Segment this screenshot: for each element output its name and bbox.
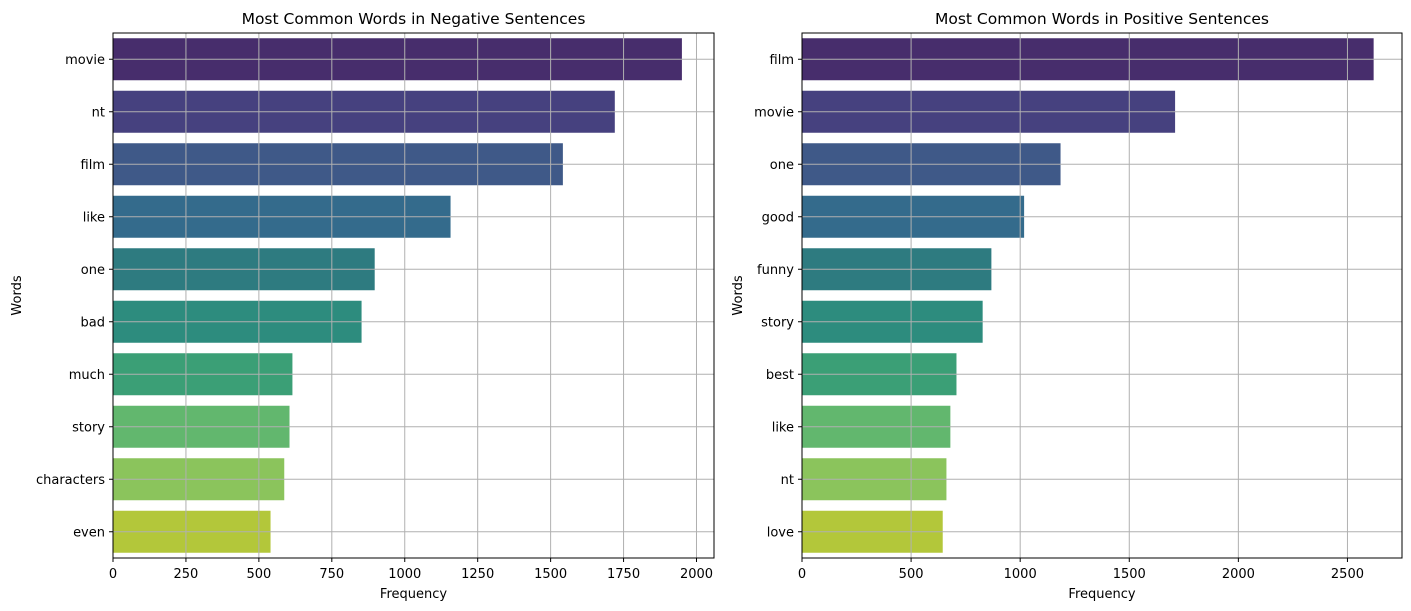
x-axis-label: Frequency [380,587,447,602]
x-tick-label: 1500 [1113,567,1146,582]
chart-panel-2: 0 500 1000 1500 2000 2500 film movie one good funn… [731,10,1403,602]
x-tick-label: 2000 [680,567,713,582]
y-tick-label: movie [65,53,105,68]
y-tick-label: characters [36,473,105,488]
y-tick-label: much [69,368,105,383]
x-tick-label: 250 [174,567,199,582]
y-tick-label: like [83,210,105,225]
x-tick-label: 2000 [1222,567,1255,582]
y-tick-label: good [762,210,794,225]
y-tick-label: one [770,158,794,173]
y-axis-label: Words [10,275,25,315]
y-tick-label: film [770,53,794,68]
axes-frame [801,32,1403,559]
x-axis-label: Frequency [1068,587,1135,602]
y-tick-label: nt [781,473,794,488]
y-tick-label: story [72,420,105,435]
x-tick-label: 1500 [534,567,567,582]
x-tick-label: 500 [899,567,924,582]
x-tick-label: 0 [798,567,806,582]
y-tick-label: funny [757,263,794,278]
y-tick-label: film [81,158,105,173]
y-tick-label: even [73,525,105,540]
axes-frame [112,32,715,559]
y-tick-label: bad [81,315,105,330]
y-tick-label: best [766,368,794,383]
chart-title: Most Common Words in Positive Sentences [935,10,1269,28]
chart-panel-1: 0 250 500 750 1000 1250 1500 1750 2000 movie nt fil… [10,10,715,602]
y-tick-label: nt [92,105,105,120]
y-axis-label: Words [731,275,746,315]
x-tick-label: 0 [109,567,117,582]
x-tick-label: 750 [319,567,344,582]
y-tick-label: like [772,420,794,435]
y-tick-label: one [81,263,105,278]
x-tick-label: 500 [246,567,271,582]
x-tick-label: 1250 [461,567,494,582]
x-tick-label: 1750 [607,567,640,582]
chart-title: Most Common Words in Negative Sentences [242,10,586,28]
y-tick-label: love [767,525,794,540]
y-tick-label: movie [754,105,794,120]
x-tick-label: 1000 [388,567,421,582]
x-tick-label: 2500 [1331,567,1364,582]
y-tick-label: story [761,315,794,330]
x-tick-label: 1000 [1004,567,1037,582]
